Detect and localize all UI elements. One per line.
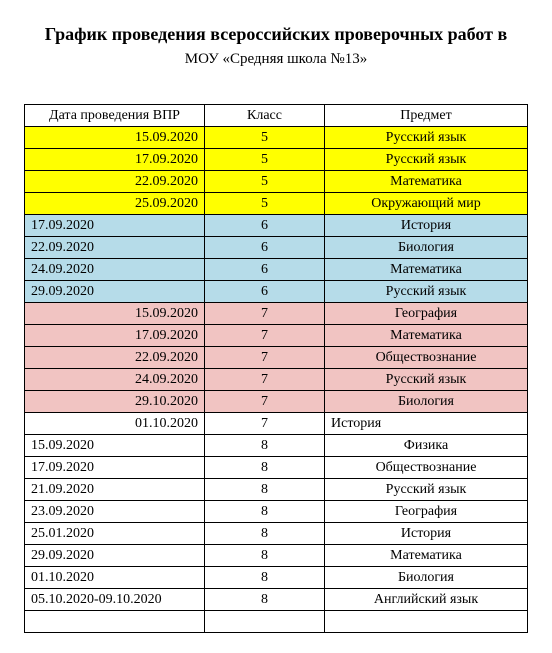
cell-class: 6 bbox=[205, 281, 325, 303]
cell-subject bbox=[325, 611, 528, 633]
cell-subject: Окружающий мир bbox=[325, 193, 528, 215]
cell-subject: Математика bbox=[325, 545, 528, 567]
table-row: 15.09.20207География bbox=[25, 303, 528, 325]
cell-class: 8 bbox=[205, 589, 325, 611]
cell-subject: Русский язык bbox=[325, 127, 528, 149]
table-row: 15.09.20208Физика bbox=[25, 435, 528, 457]
table-row: 25.01.20208История bbox=[25, 523, 528, 545]
table-row: 22.09.20207Обществознание bbox=[25, 347, 528, 369]
page-subtitle: МОУ «Средняя школа №13» bbox=[24, 51, 528, 68]
cell-class: 7 bbox=[205, 369, 325, 391]
schedule-table: Дата проведения ВПР Класс Предмет 15.09.… bbox=[24, 104, 528, 633]
cell-class: 7 bbox=[205, 347, 325, 369]
table-row: 29.09.20206Русский язык bbox=[25, 281, 528, 303]
table-row: 17.09.20206История bbox=[25, 215, 528, 237]
table-row: 24.09.20206Математика bbox=[25, 259, 528, 281]
cell-class: 8 bbox=[205, 523, 325, 545]
cell-date: 17.09.2020 bbox=[25, 325, 205, 347]
table-row: 24.09.20207Русский язык bbox=[25, 369, 528, 391]
cell-class: 8 bbox=[205, 457, 325, 479]
cell-date: 29.09.2020 bbox=[25, 545, 205, 567]
cell-subject: Английский язык bbox=[325, 589, 528, 611]
cell-date: 15.09.2020 bbox=[25, 435, 205, 457]
cell-class: 5 bbox=[205, 171, 325, 193]
cell-date: 17.09.2020 bbox=[25, 149, 205, 171]
cell-date: 24.09.2020 bbox=[25, 259, 205, 281]
cell-subject: Русский язык bbox=[325, 281, 528, 303]
cell-subject: История bbox=[325, 413, 528, 435]
col-header-date: Дата проведения ВПР bbox=[25, 105, 205, 127]
cell-subject: Биология bbox=[325, 567, 528, 589]
cell-date: 21.09.2020 bbox=[25, 479, 205, 501]
cell-subject: Обществознание bbox=[325, 347, 528, 369]
cell-date: 29.09.2020 bbox=[25, 281, 205, 303]
cell-subject: Русский язык bbox=[325, 149, 528, 171]
cell-class: 8 bbox=[205, 501, 325, 523]
table-row: 05.10.2020-09.10.20208Английский язык bbox=[25, 589, 528, 611]
table-row: 21.09.20208Русский язык bbox=[25, 479, 528, 501]
cell-subject: Математика bbox=[325, 325, 528, 347]
cell-subject: Физика bbox=[325, 435, 528, 457]
table-row: 22.09.20206Биология bbox=[25, 237, 528, 259]
cell-date: 05.10.2020-09.10.2020 bbox=[25, 589, 205, 611]
table-row: 25.09.20205Окружающий мир bbox=[25, 193, 528, 215]
cell-class: 7 bbox=[205, 303, 325, 325]
cell-date: 22.09.2020 bbox=[25, 171, 205, 193]
table-row: 17.09.20205Русский язык bbox=[25, 149, 528, 171]
col-header-subject: Предмет bbox=[325, 105, 528, 127]
page-title: График проведения всероссийских провероч… bbox=[24, 24, 528, 45]
cell-date: 15.09.2020 bbox=[25, 127, 205, 149]
cell-class: 7 bbox=[205, 325, 325, 347]
cell-date: 22.09.2020 bbox=[25, 237, 205, 259]
cell-subject: Обществознание bbox=[325, 457, 528, 479]
cell-date: 17.09.2020 bbox=[25, 215, 205, 237]
cell-date: 17.09.2020 bbox=[25, 457, 205, 479]
cell-subject: Биология bbox=[325, 391, 528, 413]
cell-class: 6 bbox=[205, 237, 325, 259]
cell-date: 01.10.2020 bbox=[25, 413, 205, 435]
cell-class: 5 bbox=[205, 127, 325, 149]
col-header-class: Класс bbox=[205, 105, 325, 127]
table-row: 15.09.20205Русский язык bbox=[25, 127, 528, 149]
table-row: 17.09.20207Математика bbox=[25, 325, 528, 347]
cell-date: 01.10.2020 bbox=[25, 567, 205, 589]
cell-class: 7 bbox=[205, 413, 325, 435]
cell-date: 25.01.2020 bbox=[25, 523, 205, 545]
table-row: 01.10.20207История bbox=[25, 413, 528, 435]
cell-date: 15.09.2020 bbox=[25, 303, 205, 325]
cell-class: 8 bbox=[205, 567, 325, 589]
cell-subject: Русский язык bbox=[325, 479, 528, 501]
cell-subject: Математика bbox=[325, 171, 528, 193]
cell-date: 25.09.2020 bbox=[25, 193, 205, 215]
table-row bbox=[25, 611, 528, 633]
cell-class: 6 bbox=[205, 259, 325, 281]
cell-class bbox=[205, 611, 325, 633]
cell-class: 5 bbox=[205, 193, 325, 215]
cell-class: 7 bbox=[205, 391, 325, 413]
cell-date: 23.09.2020 bbox=[25, 501, 205, 523]
cell-subject: История bbox=[325, 215, 528, 237]
cell-date: 24.09.2020 bbox=[25, 369, 205, 391]
cell-class: 6 bbox=[205, 215, 325, 237]
table-row: 29.10.20207Биология bbox=[25, 391, 528, 413]
table-row: 29.09.20208Математика bbox=[25, 545, 528, 567]
cell-class: 8 bbox=[205, 545, 325, 567]
cell-subject: Математика bbox=[325, 259, 528, 281]
cell-subject: География bbox=[325, 501, 528, 523]
cell-subject: История bbox=[325, 523, 528, 545]
cell-class: 5 bbox=[205, 149, 325, 171]
cell-subject: Биология bbox=[325, 237, 528, 259]
cell-subject: Русский язык bbox=[325, 369, 528, 391]
cell-class: 8 bbox=[205, 479, 325, 501]
table-row: 01.10.20208Биология bbox=[25, 567, 528, 589]
cell-date: 22.09.2020 bbox=[25, 347, 205, 369]
cell-class: 8 bbox=[205, 435, 325, 457]
cell-date bbox=[25, 611, 205, 633]
table-row: 22.09.20205Математика bbox=[25, 171, 528, 193]
cell-subject: География bbox=[325, 303, 528, 325]
cell-date: 29.10.2020 bbox=[25, 391, 205, 413]
table-header-row: Дата проведения ВПР Класс Предмет bbox=[25, 105, 528, 127]
table-row: 23.09.20208География bbox=[25, 501, 528, 523]
table-row: 17.09.20208Обществознание bbox=[25, 457, 528, 479]
